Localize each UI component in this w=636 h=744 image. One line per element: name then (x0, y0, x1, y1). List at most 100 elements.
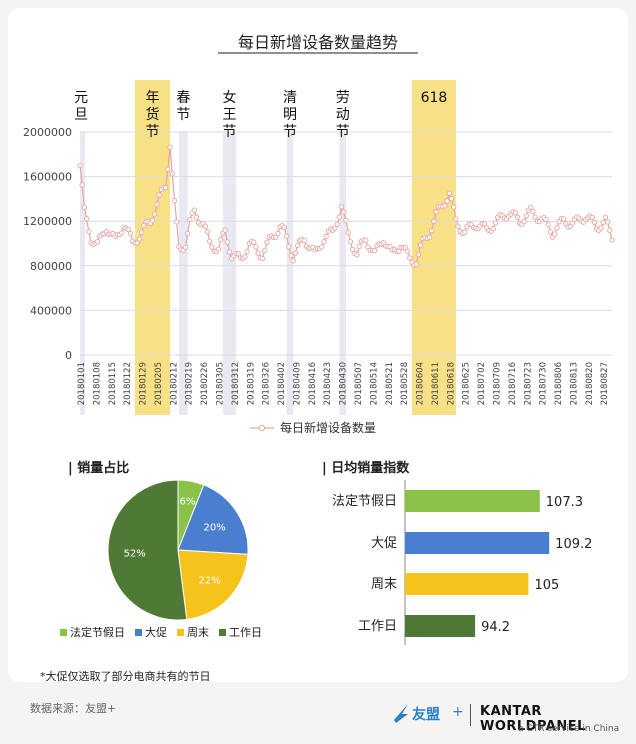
data-point (371, 248, 378, 254)
pie-percent-label: 22% (199, 576, 221, 587)
data-point (345, 229, 351, 236)
legend-marker (258, 424, 266, 432)
data-point (338, 204, 345, 210)
y-tick-label: 1200000 (23, 215, 72, 228)
data-point (415, 251, 422, 258)
data-point (431, 218, 437, 224)
data-point (554, 225, 560, 231)
data-point (119, 230, 125, 236)
data-point (453, 216, 459, 222)
x-tick-label: 20180402 (277, 362, 287, 405)
data-point (446, 190, 452, 196)
data-point (83, 216, 90, 222)
holiday-label: 女王节 (222, 89, 236, 140)
bar-value-label: 105 (534, 578, 559, 593)
data-point (242, 254, 248, 260)
data-point (187, 216, 193, 223)
data-point (347, 239, 354, 245)
data-point (253, 244, 259, 250)
data-point (167, 144, 173, 150)
data-point (288, 252, 294, 259)
data-point (262, 247, 268, 254)
x-tick-label: 20180205 (154, 362, 164, 405)
data-point (193, 214, 200, 220)
holiday-label: 元旦 (74, 90, 88, 123)
data-point (341, 209, 347, 215)
pie-percent-label: 20% (204, 523, 226, 534)
x-tick-label: 20180430 (339, 362, 349, 405)
pie-percent-label: 6% (180, 496, 196, 507)
bar-value-label: 109.2 (555, 537, 592, 552)
data-point (215, 246, 222, 252)
data-point (545, 222, 551, 228)
y-tick-label: 800000 (30, 260, 72, 273)
data-point (336, 214, 343, 220)
data-point (609, 237, 615, 243)
sales-share-pie-chart: 6% 20% 22% 52% (107, 479, 249, 621)
data-point (363, 237, 369, 243)
legend-label: 大促 (145, 626, 167, 639)
y-tick-label: 2000000 (23, 126, 72, 139)
data-point (442, 203, 448, 209)
data-point (207, 238, 213, 244)
data-point (290, 258, 296, 264)
x-tick-label: 20180319 (246, 362, 256, 405)
holiday-band (339, 132, 346, 415)
data-point (79, 182, 85, 188)
data-point (598, 225, 604, 231)
pie-section-title: | 销量占比 (68, 461, 130, 476)
x-tick-label: 20180813 (569, 362, 579, 405)
data-point (301, 237, 307, 243)
data-point (514, 214, 521, 220)
data-point (202, 223, 208, 229)
data-point (334, 221, 340, 228)
data-point (591, 219, 598, 226)
data-point (182, 244, 189, 251)
data-point (600, 219, 606, 226)
data-point (530, 208, 536, 215)
data-point (156, 192, 162, 198)
x-tick-label: 20180326 (262, 362, 272, 405)
data-point (125, 226, 132, 233)
x-tick-label: 20180611 (431, 362, 441, 405)
pie-slice (177, 484, 249, 555)
data-source: 数据来源：友盟+ (30, 702, 117, 715)
data-point (259, 255, 266, 262)
data-point (528, 204, 534, 211)
bar-category-label: 大促 (371, 536, 397, 551)
data-point (169, 171, 175, 177)
holiday-band (286, 132, 294, 415)
x-tick-label: 20180416 (308, 362, 318, 405)
bar (405, 615, 476, 637)
chart-title: 每日新增设备数量趋势 (238, 33, 398, 52)
data-point (451, 204, 457, 210)
data-point (81, 204, 88, 211)
data-point (543, 216, 549, 223)
data-point (448, 196, 455, 202)
data-point (171, 197, 178, 204)
data-point (281, 224, 288, 231)
data-point (455, 223, 461, 229)
x-tick-label: 20180716 (508, 362, 518, 405)
data-point (492, 220, 499, 226)
y-tick-label: 0 (65, 349, 72, 362)
holiday-band (178, 132, 188, 415)
x-tick-label: 20180709 (492, 362, 502, 405)
x-tick-label: 20180409 (292, 362, 302, 405)
data-point (141, 222, 147, 229)
holiday-band (222, 132, 237, 415)
data-point (294, 242, 301, 249)
legend-item: 工作日 (219, 624, 262, 640)
data-point (323, 233, 329, 240)
bar-section-title: | 日均销量指数 (322, 461, 410, 476)
holiday-band (80, 132, 85, 415)
data-point (607, 227, 613, 233)
pie-slice (107, 479, 188, 621)
data-point (275, 230, 281, 237)
data-point (481, 221, 488, 227)
data-point (552, 231, 558, 237)
bar-value-label: 107.3 (546, 495, 583, 510)
holiday-band (134, 80, 171, 415)
x-tick-label: 20180514 (369, 362, 379, 405)
data-point (191, 207, 197, 213)
